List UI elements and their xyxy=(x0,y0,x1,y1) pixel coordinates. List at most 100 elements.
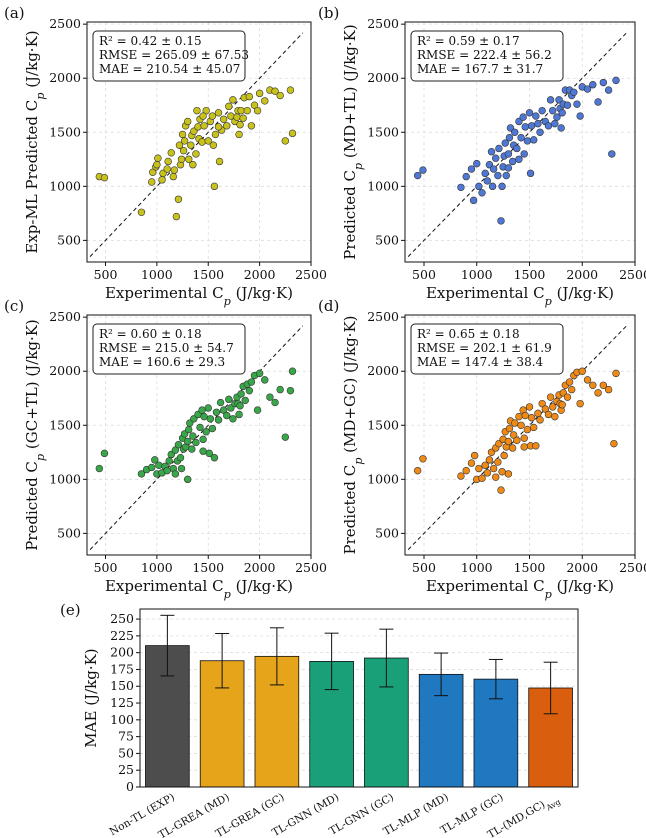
x-axis-label-sub: p xyxy=(545,295,552,308)
identity-line xyxy=(89,325,304,550)
data-point xyxy=(193,106,201,115)
data-point xyxy=(525,109,534,117)
plot-frame xyxy=(404,314,636,556)
x-tick-label: 1500 xyxy=(192,267,224,282)
data-point xyxy=(247,122,256,130)
y-tick-label: 2500 xyxy=(49,16,81,31)
data-point xyxy=(253,106,262,115)
y-tick-label: 1000 xyxy=(49,471,81,486)
data-point xyxy=(164,157,172,166)
data-point xyxy=(551,119,559,128)
data-point xyxy=(527,414,536,422)
data-point xyxy=(599,78,608,87)
y-tick-label: 250 xyxy=(110,611,134,626)
data-point xyxy=(236,121,244,129)
y-axis-label-main: Predicted C xyxy=(23,461,41,551)
data-point xyxy=(523,425,532,434)
x-tick-label: 2000 xyxy=(566,267,598,282)
data-point xyxy=(504,164,513,172)
data-point xyxy=(505,424,514,433)
data-point xyxy=(489,165,498,173)
data-point xyxy=(137,470,146,478)
data-point xyxy=(604,385,613,394)
data-point xyxy=(241,396,249,405)
y-axis-label-sub: p xyxy=(352,163,365,170)
x-tick-label: 2000 xyxy=(244,267,276,282)
y-tick-label: 1000 xyxy=(49,178,81,193)
data-point xyxy=(473,159,481,168)
y-tick-label: 1500 xyxy=(49,417,81,432)
data-point xyxy=(513,436,521,445)
x-category-subscript: Avg xyxy=(544,797,562,813)
y-tick-label: 500 xyxy=(57,525,81,540)
x-tick-label: 500 xyxy=(94,560,118,575)
y-axis-label-unit: (J/kg·K) xyxy=(23,30,41,92)
panel-label: (a) xyxy=(4,4,25,22)
y-tick-label: 500 xyxy=(375,525,399,540)
stats-line: MAE = 147.4 ± 38.4 xyxy=(417,355,544,369)
data-point xyxy=(546,96,555,104)
data-point xyxy=(214,109,223,117)
data-point xyxy=(505,133,514,142)
x-tick-label: 2500 xyxy=(619,560,646,575)
y-tick-label: 175 xyxy=(110,661,134,676)
data-point xyxy=(281,433,290,441)
data-point xyxy=(538,106,546,115)
panel-e-bar-chart: Non-TL (EXP)TL-GREA (MD)TL-GREA (GC)TL-G… xyxy=(60,601,579,838)
data-point xyxy=(100,449,109,458)
y-axis-label-unit: (MD+GC) (J/kg·K) xyxy=(341,316,359,458)
data-point xyxy=(478,189,486,197)
x-axis-label-main: Experimental C xyxy=(105,284,224,302)
data-point xyxy=(594,389,602,397)
data-point xyxy=(553,113,561,121)
data-point xyxy=(198,138,206,146)
data-point xyxy=(541,405,550,413)
data-point xyxy=(175,141,184,149)
data-point xyxy=(237,106,245,115)
data-point xyxy=(210,454,219,462)
data-point xyxy=(235,130,243,139)
data-point xyxy=(557,124,565,132)
data-point xyxy=(271,398,279,407)
data-point xyxy=(517,133,525,142)
data-point xyxy=(492,154,500,162)
y-tick-label: 2500 xyxy=(367,16,399,31)
data-point xyxy=(578,367,586,375)
panel-c-scatter: 500 1000 1500 2000 25005001000150020002500Ex… xyxy=(4,297,327,601)
data-point xyxy=(544,122,553,130)
data-point xyxy=(532,112,540,120)
data-point xyxy=(526,169,535,178)
data-point xyxy=(612,76,620,85)
data-point xyxy=(520,150,528,158)
data-point xyxy=(520,443,528,451)
data-point xyxy=(570,88,578,96)
data-point xyxy=(508,157,517,166)
plot-frame xyxy=(86,21,312,263)
data-point xyxy=(170,166,179,174)
data-point xyxy=(200,122,208,130)
data-point xyxy=(612,369,620,378)
data-point xyxy=(536,128,544,136)
data-point xyxy=(509,431,518,439)
data-point xyxy=(483,469,491,477)
data-point xyxy=(494,458,502,466)
data-point xyxy=(239,114,247,122)
data-point xyxy=(419,166,427,174)
data-point xyxy=(214,123,223,131)
data-point xyxy=(171,470,180,478)
data-point xyxy=(599,381,608,389)
data-point xyxy=(95,464,104,473)
data-point xyxy=(492,473,500,481)
data-point xyxy=(199,447,207,455)
panel-label: (c) xyxy=(4,297,24,315)
y-tick-label: 1500 xyxy=(367,417,399,432)
data-point xyxy=(169,172,178,181)
data-point xyxy=(498,468,506,476)
data-point xyxy=(567,385,576,394)
data-point xyxy=(211,130,220,139)
data-point xyxy=(457,183,465,192)
y-tick-label: 2500 xyxy=(49,309,81,324)
plot-frame xyxy=(139,608,579,788)
data-point xyxy=(525,403,534,411)
panel-d-scatter: 500 1000 1500 2000 2500 500 1000 1500 2000 2500 Ex… xyxy=(318,297,646,601)
